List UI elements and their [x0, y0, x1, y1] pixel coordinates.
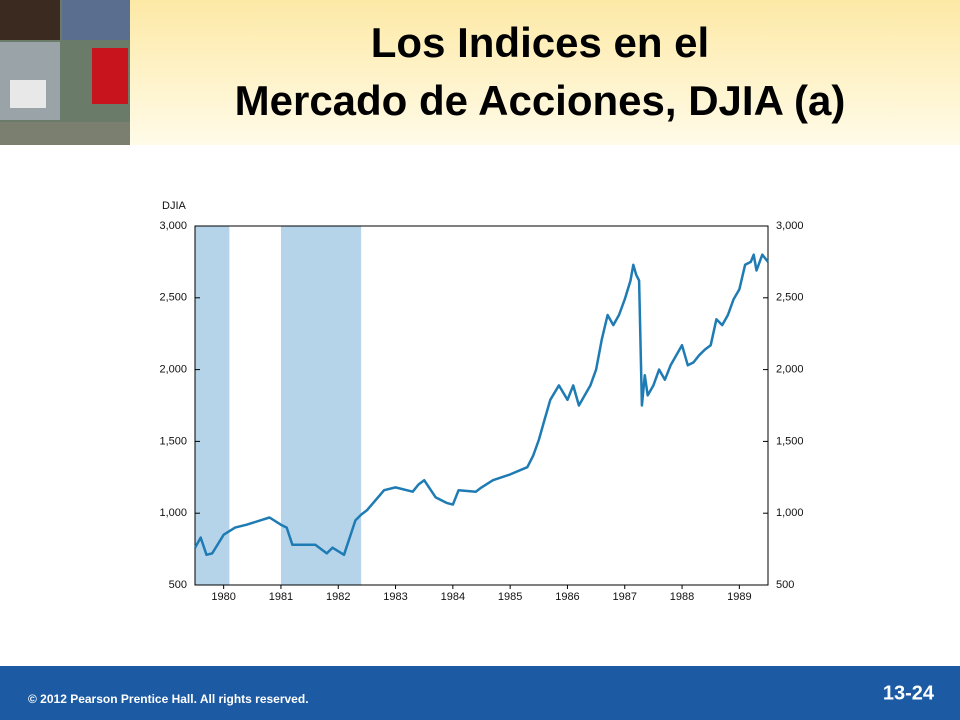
x-tick-label: 1983 [383, 591, 407, 603]
y2-tick-label: 500 [776, 579, 794, 591]
x-tick-label: 1988 [670, 591, 694, 603]
x-tick-label: 1980 [211, 591, 235, 603]
y-axis-label: DJIA [162, 200, 187, 212]
y-tick-label: 500 [169, 579, 187, 591]
x-tick-label: 1981 [269, 591, 293, 603]
y-tick-label: 1,500 [159, 435, 187, 447]
x-tick-label: 1987 [613, 591, 637, 603]
slide-number: 13-24 [883, 682, 935, 704]
footer-band [0, 666, 960, 720]
y2-tick-label: 1,000 [776, 507, 804, 519]
title-line: Mercado de Acciones, DJIA (a) [235, 77, 846, 124]
x-tick-label: 1985 [498, 591, 522, 603]
shaded-region [280, 226, 362, 585]
x-tick-label: 1986 [555, 591, 579, 603]
x-tick-label: 1984 [441, 591, 465, 603]
plot-frame [194, 225, 769, 586]
y-tick-label: 1,000 [159, 507, 187, 519]
y2-tick-label: 3,000 [776, 220, 804, 232]
data-line [193, 253, 769, 557]
title-line: Los Indices en el [371, 19, 709, 66]
x-tick-label: 1982 [326, 591, 350, 603]
x-tick-label: 1989 [727, 591, 751, 603]
header-photos [0, 0, 130, 145]
y-tick-label: 2,500 [159, 292, 187, 304]
shaded-region [195, 226, 230, 585]
chart: DJIA 500 1,000 1,500 2,000 2,500 3,000 500 1,000… [159, 200, 803, 603]
copyright: © 2012 Pearson Prentice Hall. All rights… [28, 692, 309, 706]
y-tick-label: 2,000 [159, 364, 187, 376]
y-tick-label: 3,000 [159, 220, 187, 232]
y2-tick-label: 2,500 [776, 292, 804, 304]
y2-tick-label: 2,000 [776, 364, 804, 376]
header-band [0, 0, 960, 145]
y2-tick-label: 1,500 [776, 435, 804, 447]
